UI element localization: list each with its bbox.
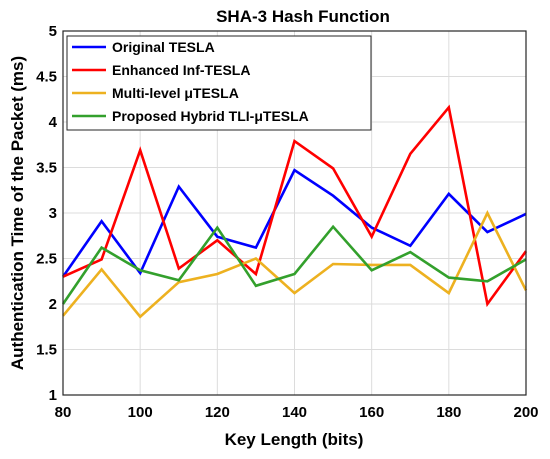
- x-tick-labels: 80 100 120 140 160 180 200: [55, 404, 539, 421]
- x-tick-label: 140: [282, 404, 307, 421]
- y-axis-label: Authentication Time of the Packet (ms): [8, 56, 27, 370]
- series-line-4: [61, 224, 527, 305]
- x-tick-label: 180: [436, 404, 461, 421]
- legend-entry-4: Proposed Hybrid TLI-μTESLA: [112, 108, 309, 124]
- y-tick-label: 1.5: [36, 342, 57, 359]
- y-tick-label: 3.5: [36, 160, 57, 177]
- legend-entry-1: Original TESLA: [112, 39, 215, 55]
- x-tick-label: 100: [128, 404, 153, 421]
- y-tick-label: 3: [49, 205, 57, 222]
- y-tick-label: 5: [49, 23, 57, 40]
- y-tick-label: 2: [49, 296, 57, 313]
- x-axis-label: Key Length (bits): [225, 430, 364, 449]
- y-tick-label: 4.5: [36, 69, 57, 86]
- series-line-2: [62, 104, 528, 308]
- x-tick-label: 200: [513, 404, 538, 421]
- y-tick-label: 4: [49, 114, 58, 131]
- plot-area-border: [62, 30, 527, 396]
- y-tick-label: 1: [49, 387, 57, 404]
- legend: Original TESLA Enhanced Inf-TESLA Multi-le…: [66, 35, 372, 131]
- y-tick-label: 2.5: [36, 251, 57, 268]
- x-tick-label: 160: [359, 404, 384, 421]
- legend-entry-3: Multi-level μTESLA: [112, 85, 239, 101]
- series-line-1: [61, 168, 527, 278]
- series-lines: [61, 104, 528, 319]
- y-tick-labels: 1 1.5 2 2.5 3 3.5 4 4.5 5: [36, 23, 58, 404]
- chart-title: SHA-3 Hash Function: [216, 7, 390, 26]
- x-tick-label: 80: [55, 404, 72, 421]
- series-line-3: [62, 210, 528, 319]
- legend-box: [66, 35, 372, 131]
- legend-entry-2: Enhanced Inf-TESLA: [112, 62, 250, 78]
- x-tick-label: 120: [205, 404, 230, 421]
